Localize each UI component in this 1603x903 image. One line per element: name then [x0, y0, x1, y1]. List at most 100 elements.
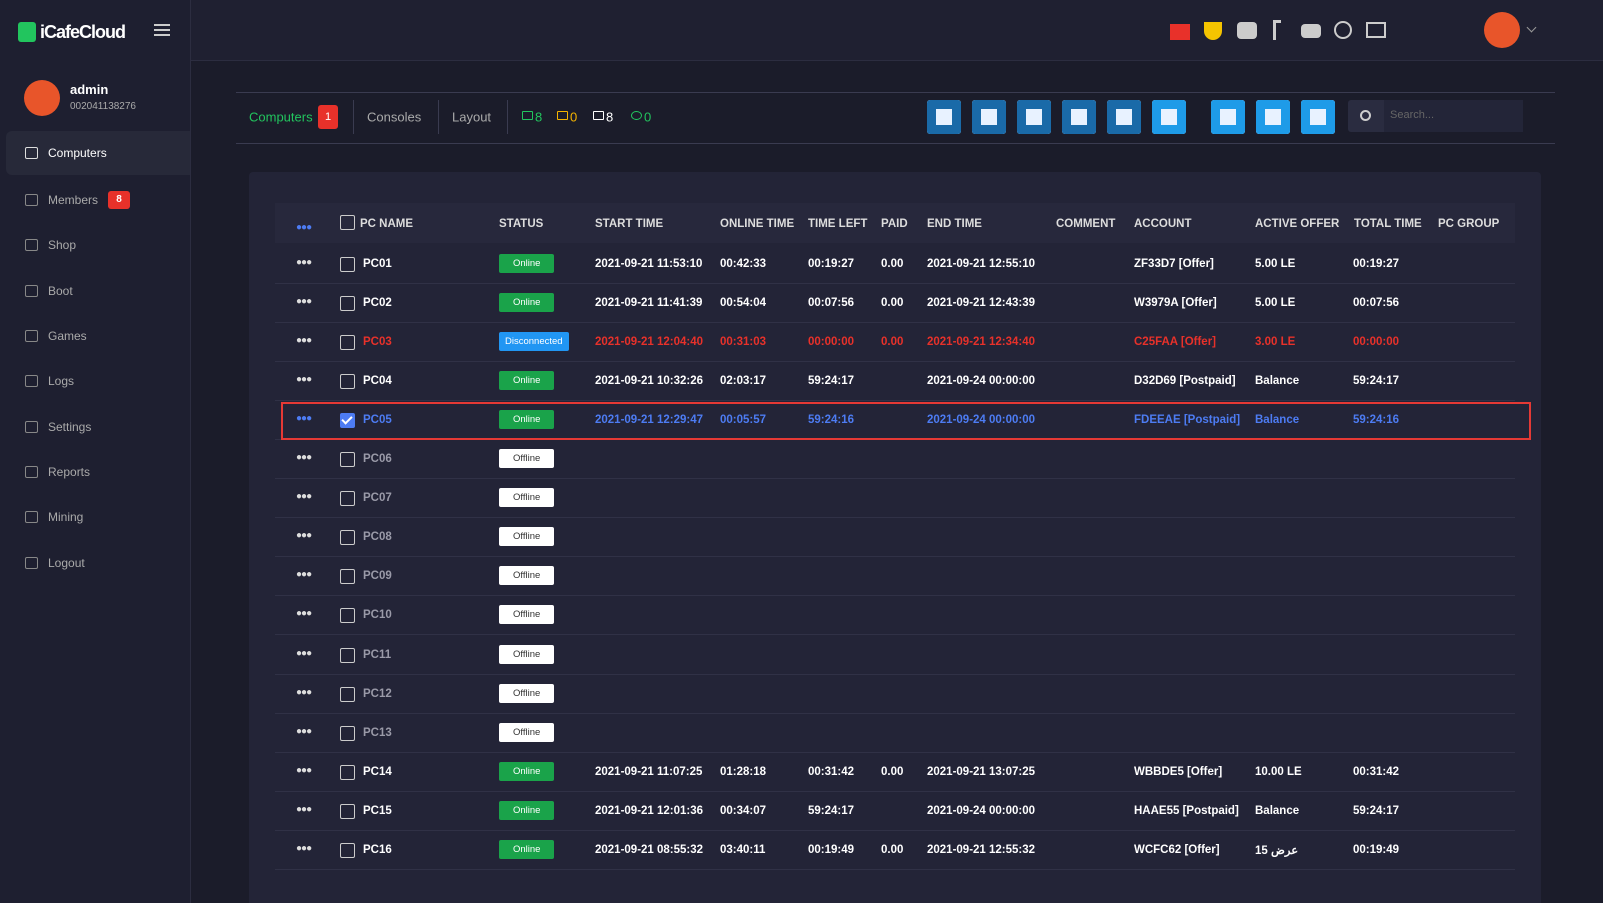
row-divider	[275, 634, 1515, 635]
cell-offer: 5.00 LE	[1255, 258, 1295, 270]
menu-toggle[interactable]	[154, 24, 170, 36]
cell-end: 2021-09-21 12:43:39	[927, 297, 1035, 309]
row-menu[interactable]: ●●●	[296, 452, 311, 463]
action-button[interactable]	[1301, 100, 1335, 134]
web-icon[interactable]	[1334, 21, 1352, 39]
cell-paid: 0.00	[881, 258, 903, 270]
row-menu[interactable]: ●●●	[296, 491, 311, 502]
column-header: TIME LEFT	[808, 218, 867, 230]
status-badge: Offline	[499, 723, 554, 742]
checkbox[interactable]	[340, 648, 355, 663]
status-badge: Online	[499, 410, 554, 429]
row-menu[interactable]: ●●●	[296, 569, 311, 580]
checkbox[interactable]	[340, 335, 355, 350]
cell-account: WCFC62 [Offer]	[1134, 844, 1220, 856]
discord-icon[interactable]	[1237, 22, 1257, 39]
checkbox[interactable]	[340, 765, 355, 780]
menu-icon	[25, 511, 38, 523]
column-header: PAID	[881, 218, 908, 230]
checkbox[interactable]	[340, 413, 355, 428]
cell-name: PC09	[363, 570, 392, 582]
row-menu[interactable]: ●●●	[296, 296, 311, 307]
action-button[interactable]	[1211, 100, 1245, 134]
row-menu[interactable]: ●●●	[296, 726, 311, 737]
menu-item[interactable]: Logs	[48, 374, 74, 388]
row-menu[interactable]: ●●●	[296, 374, 311, 385]
menu-item[interactable]: Boot	[48, 284, 73, 298]
cell-account: D32D69 [Postpaid]	[1134, 375, 1236, 387]
action-button[interactable]	[1152, 100, 1186, 134]
checkbox[interactable]	[340, 374, 355, 389]
logo-icon	[18, 22, 36, 42]
menu-item[interactable]: Games	[48, 329, 87, 343]
row-divider	[275, 869, 1515, 870]
cell-total: 00:19:27	[1353, 258, 1399, 270]
action-button[interactable]	[927, 100, 961, 134]
cell-paid: 0.00	[881, 297, 903, 309]
cell-total: 00:19:49	[1353, 844, 1399, 856]
menu-item[interactable]: Computers	[48, 146, 107, 160]
column-header: END TIME	[927, 218, 982, 230]
checkbox[interactable]	[340, 726, 355, 741]
checkbox[interactable]	[340, 257, 355, 272]
row-menu[interactable]: ●●●	[296, 257, 311, 268]
menu-item[interactable]: Shop	[48, 238, 76, 252]
action-button[interactable]	[1107, 100, 1141, 134]
menu-item[interactable]: Reports	[48, 465, 90, 479]
tab[interactable]: Consoles	[367, 110, 421, 125]
stats-icon[interactable]	[1170, 24, 1190, 40]
count-icon	[522, 111, 533, 120]
row-menu[interactable]: ●●●	[296, 843, 311, 854]
checkbox[interactable]	[340, 843, 355, 858]
docs-icon[interactable]	[1366, 22, 1386, 38]
action-button[interactable]	[1256, 100, 1290, 134]
menu-item[interactable]: Settings	[48, 420, 91, 434]
cell-end: 2021-09-24 00:00:00	[927, 375, 1035, 387]
tab[interactable]: Computers	[249, 110, 313, 125]
header-avatar[interactable]	[1484, 12, 1520, 48]
trophy-icon[interactable]	[1204, 22, 1222, 40]
cell-end: 2021-09-21 13:07:25	[927, 766, 1035, 778]
checkbox[interactable]	[340, 491, 355, 506]
row-menu[interactable]: ●●●	[296, 765, 311, 776]
action-button[interactable]	[1017, 100, 1051, 134]
row-menu[interactable]: ●●●	[296, 648, 311, 659]
row-divider	[275, 517, 1515, 518]
row-menu[interactable]: ●●●	[296, 804, 311, 815]
row-menu[interactable]: ●●●	[296, 335, 311, 346]
row-divider	[275, 791, 1515, 792]
cell-name: PC16	[363, 844, 392, 856]
youtube-icon[interactable]	[1301, 24, 1321, 38]
cell-paid: 0.00	[881, 336, 903, 348]
menu-item[interactable]: Mining	[48, 510, 83, 524]
dots[interactable]: ●●●	[296, 222, 311, 233]
cell-left: 00:31:42	[808, 766, 854, 778]
row-divider	[275, 400, 1515, 401]
cell-total: 00:00:00	[1353, 336, 1399, 348]
checkbox[interactable]	[340, 452, 355, 467]
checkbox[interactable]	[340, 215, 355, 230]
menu-icon	[25, 557, 38, 569]
checkbox[interactable]	[340, 608, 355, 623]
action-button[interactable]	[972, 100, 1006, 134]
status-badge: Offline	[499, 605, 554, 624]
facebook-icon[interactable]	[1273, 20, 1281, 40]
tab[interactable]: Layout	[452, 110, 491, 125]
checkbox[interactable]	[340, 530, 355, 545]
cell-start: 2021-09-21 11:07:25	[595, 766, 702, 778]
checkbox[interactable]	[340, 804, 355, 819]
search-icon	[1360, 110, 1371, 121]
status-badge: Offline	[499, 684, 554, 703]
status-badge: Offline	[499, 566, 554, 585]
row-menu[interactable]: ●●●	[296, 413, 311, 424]
search-box[interactable]: Search...	[1348, 100, 1523, 132]
checkbox[interactable]	[340, 687, 355, 702]
checkbox[interactable]	[340, 296, 355, 311]
row-menu[interactable]: ●●●	[296, 687, 311, 698]
menu-item[interactable]: Members	[48, 193, 98, 207]
row-menu[interactable]: ●●●	[296, 608, 311, 619]
menu-item[interactable]: Logout	[48, 556, 85, 570]
row-menu[interactable]: ●●●	[296, 530, 311, 541]
checkbox[interactable]	[340, 569, 355, 584]
action-button[interactable]	[1062, 100, 1096, 134]
